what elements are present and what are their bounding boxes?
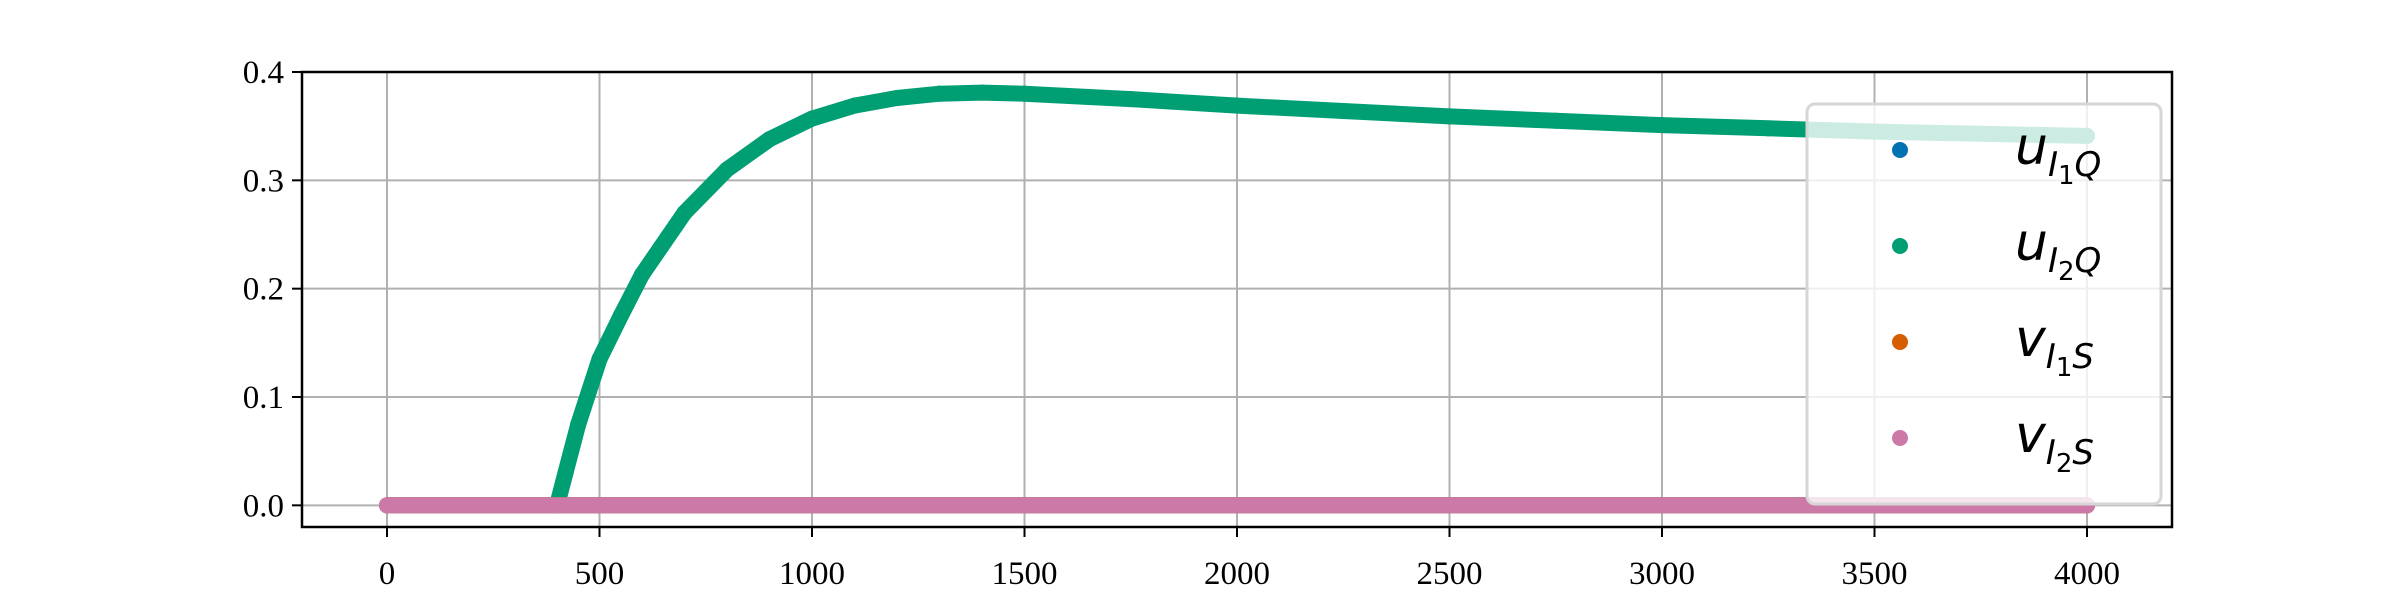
legend-tail: Q	[2075, 241, 2102, 281]
legend-label: uI2Q	[2015, 213, 2101, 287]
legend-sub: I	[2048, 145, 2058, 185]
data-point	[1760, 120, 1777, 137]
legend-subsub: 2	[2056, 449, 2073, 479]
legend-base: u	[2015, 213, 2048, 273]
data-point	[591, 351, 608, 368]
legend-subsub: 2	[2058, 257, 2075, 287]
x-tick-label: 1500	[992, 556, 1058, 592]
legend-marker	[1892, 430, 1908, 446]
x-tick-label: 0	[379, 556, 396, 592]
data-point	[889, 90, 905, 106]
data-point	[1122, 91, 1139, 108]
legend-sub: I	[2046, 433, 2056, 473]
legend-sub: I	[2046, 337, 2056, 377]
data-point	[612, 307, 629, 324]
legend-base: v	[2015, 309, 2047, 369]
data-point	[931, 85, 948, 102]
x-tick-label: 3500	[1842, 556, 1908, 592]
data-point	[676, 204, 693, 221]
x-tick-label: 500	[575, 556, 625, 592]
legend-tail: S	[2072, 433, 2094, 473]
data-point	[634, 266, 650, 283]
ticks: 0 500 1000 1500 2000 2500 3000 3500 4000 0.0 0.1 0.…	[243, 55, 2120, 592]
data-point	[1229, 97, 1245, 114]
legend-sub: I	[2048, 241, 2058, 281]
data-point	[1547, 112, 1564, 129]
data-point	[804, 110, 820, 127]
legend-marker	[1892, 142, 1908, 158]
data-point	[846, 97, 863, 114]
data-point	[1335, 103, 1352, 119]
data-point	[761, 131, 778, 148]
data-point	[719, 161, 735, 178]
legend-marker	[1892, 334, 1908, 350]
y-tick-label: 0.4	[243, 55, 284, 91]
data-point	[1654, 117, 1670, 134]
y-tick-label: 0.1	[243, 380, 284, 416]
data-point	[1441, 108, 1458, 125]
y-tick-label: 0.0	[243, 488, 284, 524]
legend-tail: S	[2072, 337, 2094, 377]
x-tick-label: 1000	[779, 556, 845, 592]
x-tick-label: 3000	[1629, 556, 1695, 592]
legend-box	[1805, 102, 2163, 506]
data-point	[570, 416, 587, 433]
legend-label: uI1Q	[2015, 117, 2101, 191]
data-point	[974, 84, 990, 101]
legend-base: v	[2015, 405, 2047, 465]
x-tick-label: 2000	[1204, 556, 1270, 592]
x-tick-label: 4000	[2054, 556, 2120, 592]
legend-marker	[1892, 238, 1908, 254]
y-tick-label: 0.2	[243, 272, 284, 308]
legend-label: vI1S	[2015, 309, 2094, 383]
x-tick-label: 2500	[1417, 556, 1483, 592]
legend-subsub: 1	[2058, 161, 2075, 191]
data-point	[557, 464, 574, 481]
y-tick-label: 0.3	[243, 163, 284, 199]
legend-base: u	[2015, 117, 2048, 177]
legend-subsub: 1	[2056, 353, 2073, 383]
data-point	[1016, 85, 1033, 102]
legend-label: vI2S	[2015, 405, 2094, 479]
data-point	[379, 497, 395, 514]
series-layer	[379, 84, 2095, 514]
legend-tail: Q	[2075, 145, 2102, 185]
